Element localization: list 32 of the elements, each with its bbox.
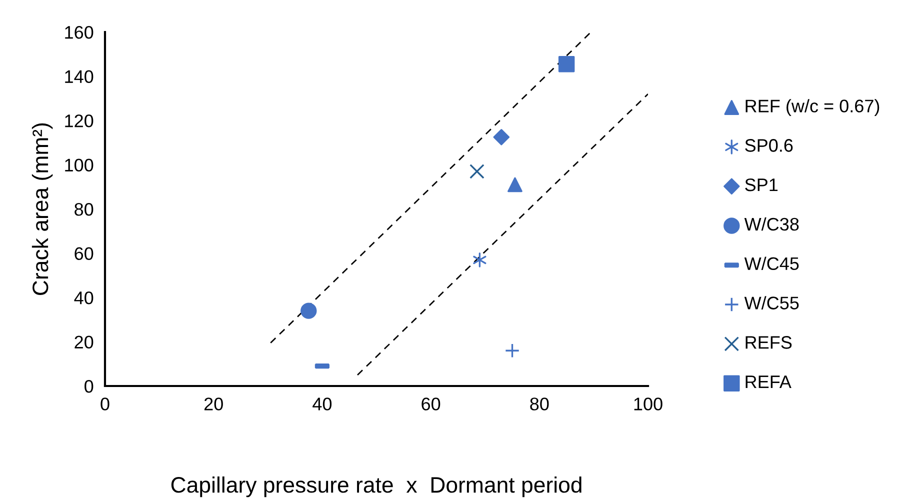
x-tick-label: 20 — [204, 398, 223, 410]
y-tick-label: 140 — [65, 70, 94, 84]
y-tick-label: 0 — [84, 380, 94, 393]
legend-label: REF (w/c = 0.67) — [746, 99, 880, 116]
point — [508, 177, 522, 192]
legend-label: SP0.6 — [745, 139, 793, 152]
x-tick-label: 40 — [312, 398, 332, 410]
y-tick-label: 120 — [65, 114, 94, 128]
legend-label: REFS — [746, 336, 792, 349]
point — [470, 164, 484, 179]
x-tick-label: 0 — [100, 398, 110, 410]
point — [558, 56, 575, 72]
y-axis-title: Crack area (mm²) — [32, 123, 53, 295]
y-tick-label: 40 — [74, 291, 94, 304]
legend-label: W/C45 — [744, 256, 799, 270]
y-tick-label: 80 — [74, 202, 94, 216]
y-tick-label: 160 — [65, 26, 94, 39]
x-tick-label: 80 — [530, 398, 549, 410]
point — [493, 129, 510, 146]
x-tick-label: 100 — [634, 398, 662, 410]
x-axis-title: Capillary pressure rate x Dormant period — [171, 476, 582, 498]
point — [300, 302, 317, 319]
legend-label: W/C55 — [744, 296, 799, 310]
legend-label: W/C38 — [744, 217, 799, 231]
legend-label: REFA — [746, 376, 792, 388]
legend-label: SP1 — [745, 178, 778, 192]
point — [504, 343, 520, 358]
y-tick-label: 100 — [65, 158, 94, 172]
y-tick-label: 20 — [74, 336, 94, 348]
x-tick-label: 60 — [422, 398, 440, 410]
y-tick-label: 60 — [74, 247, 94, 260]
point — [473, 252, 486, 268]
